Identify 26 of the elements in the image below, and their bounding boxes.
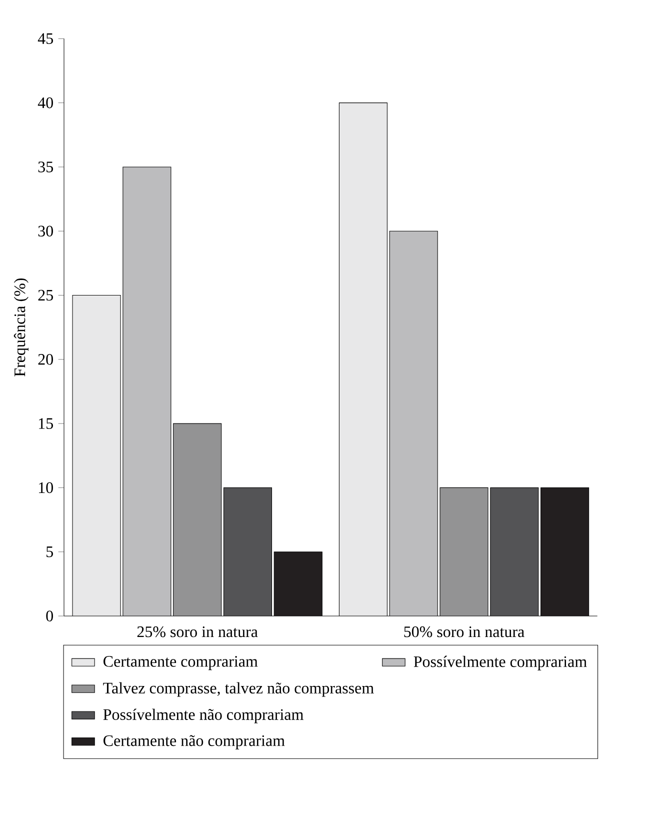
legend-label: Talvez comprasse, talvez não comprassem (103, 682, 374, 697)
x-tick-label: 50% soro in natura (404, 626, 525, 638)
bar (339, 102, 388, 616)
y-tick-label: 15 (39, 418, 54, 429)
bar (390, 230, 438, 616)
legend-label: Possívelmente não comprariam (103, 708, 304, 724)
bar (224, 488, 272, 616)
legend-label: Certamente não comprariam (104, 735, 285, 750)
y-tick-label: 0 (46, 610, 54, 622)
y-tick-label: 45 (38, 33, 54, 44)
y-axis-title: Frequência (%) (14, 278, 29, 376)
bar (540, 487, 590, 616)
y-tick-label: 25 (38, 290, 54, 301)
legend-label: Certamente comprariam (104, 656, 258, 670)
bar (123, 166, 172, 616)
y-tick-label: 30 (38, 226, 54, 236)
bar (490, 487, 539, 616)
y-tick-label: 5 (46, 546, 54, 558)
y-tick-label: 35 (38, 162, 54, 172)
legend-label: Possívelmente comprariam (414, 656, 588, 670)
x-tick-label: 25% soro in natura (138, 626, 258, 638)
y-tick-label: 40 (38, 97, 54, 108)
bar (274, 552, 322, 616)
y-tick-label: 10 (39, 482, 54, 494)
y-tick-label: 20 (38, 354, 54, 365)
bar (72, 295, 121, 616)
